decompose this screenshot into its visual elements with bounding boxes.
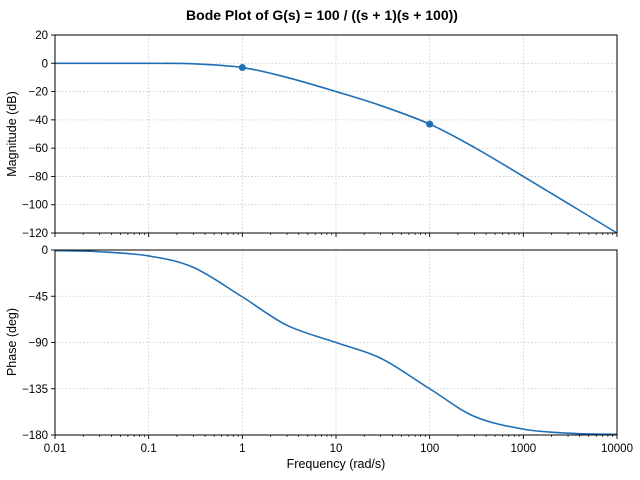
phase-curve <box>54 249 618 436</box>
phase-ylabel: Phase (deg) <box>5 308 19 376</box>
magnitude-y-tick-label: −40 <box>28 115 48 127</box>
magnitude-y-tick-label: 20 <box>35 30 48 42</box>
magnitude-series <box>54 62 618 234</box>
magnitude-y-tick-label: 0 <box>42 58 48 70</box>
x-tick-label: 0.1 <box>141 443 157 455</box>
x-tick-label: 1000 <box>511 443 537 455</box>
x-axis-label: Frequency (rad/s) <box>287 457 386 471</box>
magnitude-panel: 20 0 −20 −40 −60 −80 −100 −120 Magnitude (dB) <box>5 30 618 240</box>
magnitude-grid <box>54 34 618 234</box>
phase-ticks: 0 −45 −90 −135 −180 <box>22 245 618 442</box>
magnitude-ticks: 20 0 −20 −40 −60 −80 −100 −120 <box>22 30 618 240</box>
magnitude-y-tick-label: −60 <box>28 143 48 155</box>
x-tick-label: 100 <box>420 443 439 455</box>
phase-y-tick-label: −45 <box>28 291 48 303</box>
magnitude-y-tick-label: −20 <box>28 87 48 99</box>
magnitude-y-tick-label: −120 <box>22 228 48 240</box>
phase-panel: 0 −45 −90 −135 −180 Phase (deg) <box>5 245 618 442</box>
chart-title: Bode Plot of G(s) = 100 / ((s + 1)(s + 1… <box>186 7 458 23</box>
x-tick-label: 10 <box>330 443 343 455</box>
magnitude-curve <box>54 62 618 234</box>
x-tick-label: 1 <box>239 443 245 455</box>
x-tick-label: 0.01 <box>44 443 66 455</box>
magnitude-y-tick-label: −80 <box>28 171 48 183</box>
phase-y-tick-label: −135 <box>22 384 48 396</box>
magnitude-marker-point <box>238 64 246 72</box>
phase-y-tick-label: −180 <box>22 430 48 442</box>
phase-y-tick-label: 0 <box>42 245 48 257</box>
phase-y-tick-label: −90 <box>28 338 48 350</box>
x-axis-ticks: 0.01 0.1 1 10 100 1000 10000 <box>44 443 633 455</box>
magnitude-marker-point <box>426 120 434 128</box>
x-tick-label: 10000 <box>601 443 633 455</box>
magnitude-y-tick-label: −100 <box>22 200 48 212</box>
phase-series <box>54 249 618 436</box>
phase-axes-frame <box>54 249 618 436</box>
magnitude-axes-frame <box>54 34 618 234</box>
magnitude-ylabel: Magnitude (dB) <box>5 91 19 176</box>
